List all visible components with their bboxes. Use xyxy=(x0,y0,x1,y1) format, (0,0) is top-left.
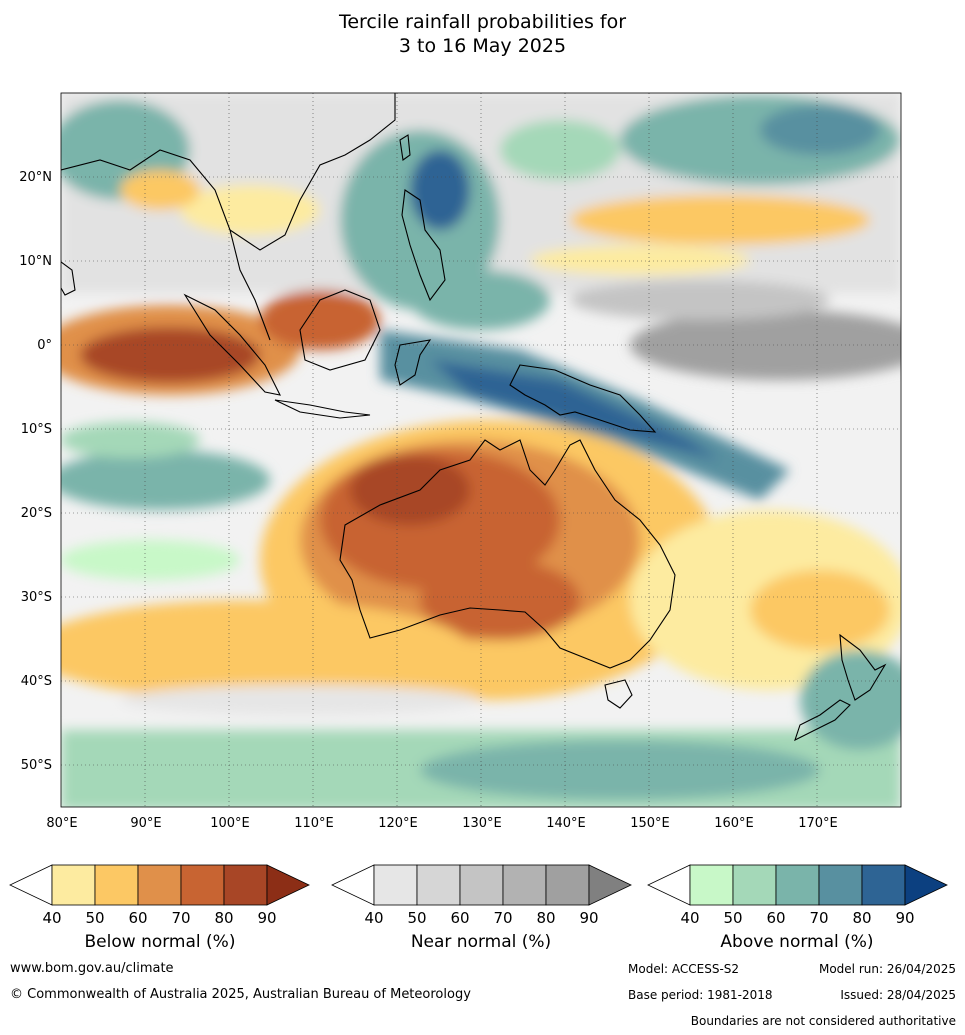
below-normal-label: Below normal (%) xyxy=(84,932,236,952)
lat-tick: 10°S xyxy=(21,422,52,437)
philippines-coast xyxy=(401,189,446,302)
colorbar-segment xyxy=(689,864,734,906)
taiwan-coast xyxy=(399,134,411,161)
colorbar-under-arrow xyxy=(331,864,375,906)
new-guinea-coast xyxy=(509,364,657,433)
lon-tick: 150°E xyxy=(630,816,670,831)
lon-tick: 90°E xyxy=(130,816,161,831)
colorbar-segment xyxy=(137,864,182,906)
borneo-coast xyxy=(299,289,381,371)
lon-tick: 170°E xyxy=(798,816,838,831)
se-asia-coast xyxy=(61,93,396,341)
colorbar-tick-label: 40 xyxy=(364,909,383,927)
probability-field xyxy=(61,93,901,807)
lon-tick: 80°E xyxy=(46,816,77,831)
lat-tick: 30°S xyxy=(21,590,52,605)
colorbar-segment xyxy=(223,864,268,906)
longitude-labels: 80°E 90°E 100°E 110°E 120°E 130°E 140°E … xyxy=(46,816,837,831)
lat-tick: 50°S xyxy=(21,758,52,773)
latitude-labels: 20°N 10°N 0° 10°S 20°S 30°S 40°S 50°S xyxy=(19,170,52,773)
forecast-map: 20°N 10°N 0° 10°S 20°S 30°S 40°S 50°S 80… xyxy=(19,92,902,831)
sulawesi-coast xyxy=(394,339,432,386)
lon-tick: 110°E xyxy=(294,816,334,831)
colorbar-tick-label: 70 xyxy=(809,909,828,927)
colorbar-segment xyxy=(459,864,504,906)
title-line-1: Tercile rainfall probabilities for xyxy=(338,11,627,33)
lat-tick: 10°N xyxy=(19,254,52,269)
colorbar-tick-label: 90 xyxy=(895,909,914,927)
disclaimer-text: Boundaries are not considered authoritat… xyxy=(690,1014,956,1028)
map-frame xyxy=(60,92,902,808)
colorbar-segment xyxy=(416,864,461,906)
near-normal-label: Near normal (%) xyxy=(410,932,552,952)
lat-tick: 0° xyxy=(37,338,52,353)
sri-lanka-coast xyxy=(61,261,76,296)
new-zealand-north-coast xyxy=(839,633,887,701)
website-link[interactable]: www.bom.gov.au/climate xyxy=(10,961,174,976)
title-line-2: 3 to 16 May 2025 xyxy=(398,35,567,57)
australia-coast xyxy=(339,439,676,669)
colorbar-segment xyxy=(732,864,777,906)
colorbar-segment xyxy=(775,864,820,906)
colorbar-over-arrow xyxy=(266,864,310,906)
colorbar-over-arrow xyxy=(588,864,632,906)
colorbar-segment xyxy=(180,864,225,906)
tasmania-coast xyxy=(604,679,633,709)
colorbar-tick-label: 70 xyxy=(493,909,512,927)
graticule xyxy=(61,93,901,807)
colorbar-segment xyxy=(51,864,96,906)
colorbar-segment xyxy=(502,864,547,906)
colorbar-segment xyxy=(373,864,418,906)
colorbar-segment xyxy=(861,864,906,906)
colorbar-near: 40 50 60 70 80 90 xyxy=(331,864,632,927)
colorbar-tick-label: 50 xyxy=(723,909,742,927)
new-zealand-south-coast xyxy=(794,699,851,742)
colorbar-segment xyxy=(545,864,590,906)
colorbar-segment xyxy=(94,864,139,906)
colorbar-tick-label: 60 xyxy=(450,909,469,927)
model-run-text: Model run: 26/04/2025 xyxy=(818,962,956,976)
lon-tick: 100°E xyxy=(210,816,250,831)
colorbar-tick-label: 60 xyxy=(766,909,785,927)
colorbar-segment xyxy=(818,864,863,906)
lon-tick: 120°E xyxy=(378,816,418,831)
coastlines xyxy=(61,93,887,742)
colorbar-tick-label: 60 xyxy=(128,909,147,927)
base-period-text: Base period: 1981-2018 xyxy=(628,988,773,1002)
colorbar-tick-label: 90 xyxy=(257,909,276,927)
issued-text: Issued: 28/04/2025 xyxy=(840,988,956,1002)
lat-tick: 20°S xyxy=(21,506,52,521)
colorbar-tick-label: 70 xyxy=(171,909,190,927)
colorbar-tick-label: 40 xyxy=(680,909,699,927)
colorbar-under-arrow xyxy=(9,864,53,906)
colorbar-tick-label: 90 xyxy=(579,909,598,927)
colorbar-tick-label: 50 xyxy=(407,909,426,927)
above-normal-label: Above normal (%) xyxy=(720,932,874,952)
lat-tick: 40°S xyxy=(21,674,52,689)
lat-tick: 20°N xyxy=(19,170,52,185)
colorbar-tick-label: 80 xyxy=(536,909,555,927)
copyright-text: © Commonwealth of Australia 2025, Austra… xyxy=(10,987,471,1002)
lon-tick: 140°E xyxy=(546,816,586,831)
model-text: Model: ACCESS-S2 xyxy=(628,962,740,976)
colorbar-tick-label: 40 xyxy=(42,909,61,927)
sumatra-coast xyxy=(183,293,281,396)
colorbar-under-arrow xyxy=(647,864,691,906)
colorbar-below: 40 50 60 70 80 90 xyxy=(9,864,310,927)
java-coast xyxy=(274,399,371,419)
colorbar-above: 40 50 60 70 80 90 xyxy=(647,864,948,927)
map-title: Tercile rainfall probabilities for 3 to … xyxy=(0,10,965,58)
colorbar-legend: 40 50 60 70 80 90 40 50 60 70 80 90 40 50 60 70 80 90 xyxy=(9,864,948,927)
colorbar-tick-label: 80 xyxy=(214,909,233,927)
lon-tick: 160°E xyxy=(714,816,754,831)
colorbar-tick-label: 50 xyxy=(85,909,104,927)
lon-tick: 130°E xyxy=(462,816,502,831)
colorbar-over-arrow xyxy=(904,864,948,906)
colorbar-tick-label: 80 xyxy=(852,909,871,927)
